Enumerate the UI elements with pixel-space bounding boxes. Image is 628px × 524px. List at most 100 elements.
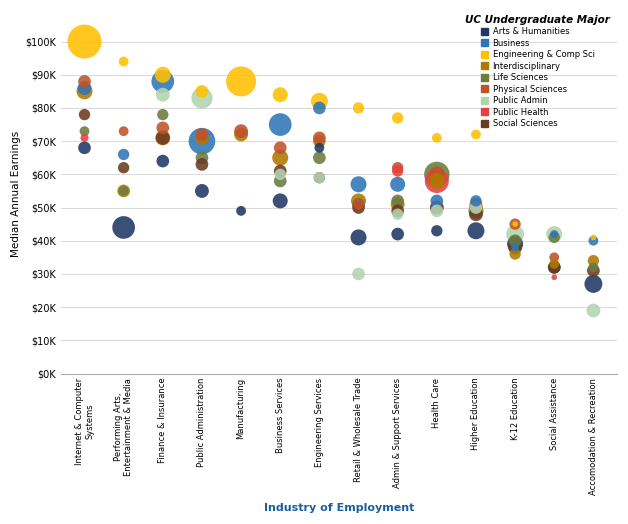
Point (432, 170, 442, 179)
Point (197, 87, 207, 95)
Point (588, 266, 598, 275)
Point (550, 230, 560, 238)
Point (119, 187, 129, 195)
Point (315, 137, 325, 145)
Point (471, 196, 481, 205)
Point (236, 77, 246, 85)
Point (392, 196, 403, 205)
Point (275, 154, 285, 162)
Point (80, 144, 90, 152)
Point (432, 170, 442, 179)
Point (80, 87, 90, 95)
Point (80, 127, 90, 135)
Point (315, 154, 325, 162)
Point (471, 130, 481, 139)
Point (158, 111, 168, 119)
X-axis label: Industry of Employment: Industry of Employment (264, 503, 414, 513)
Point (315, 97, 325, 105)
Point (197, 130, 207, 139)
Point (588, 256, 598, 265)
Point (158, 134, 168, 142)
Point (432, 206, 442, 215)
Point (80, 134, 90, 142)
Point (315, 144, 325, 152)
Point (315, 173, 325, 182)
Point (80, 111, 90, 119)
Point (510, 220, 520, 228)
Point (588, 236, 598, 245)
Point (197, 134, 207, 142)
Point (471, 203, 481, 212)
Point (550, 233, 560, 242)
Point (432, 196, 442, 205)
Point (354, 203, 364, 212)
Point (158, 71, 168, 79)
Point (158, 91, 168, 99)
Point (588, 233, 598, 242)
Point (354, 104, 364, 112)
Point (392, 114, 403, 122)
Point (158, 157, 168, 165)
Point (275, 121, 285, 129)
Point (315, 173, 325, 182)
Point (432, 134, 442, 142)
Point (471, 226, 481, 235)
Point (432, 177, 442, 185)
Point (275, 177, 285, 185)
Point (119, 223, 129, 232)
Point (354, 200, 364, 209)
Point (550, 263, 560, 271)
Point (588, 306, 598, 314)
Point (550, 253, 560, 261)
Point (432, 177, 442, 185)
Point (510, 240, 520, 248)
Point (197, 160, 207, 169)
Point (119, 127, 129, 135)
Point (510, 243, 520, 252)
Point (471, 206, 481, 215)
Point (275, 91, 285, 99)
Point (158, 124, 168, 132)
Point (197, 187, 207, 195)
Point (275, 167, 285, 175)
Point (197, 137, 207, 145)
Point (275, 196, 285, 205)
Point (197, 154, 207, 162)
Point (471, 200, 481, 209)
Point (275, 170, 285, 179)
Point (392, 200, 403, 209)
Point (236, 130, 246, 139)
Point (80, 37, 90, 46)
Point (315, 134, 325, 142)
Point (354, 233, 364, 242)
Point (392, 163, 403, 172)
Point (471, 210, 481, 219)
Point (471, 203, 481, 212)
Point (510, 220, 520, 228)
Point (510, 250, 520, 258)
Point (392, 206, 403, 215)
Point (80, 84, 90, 92)
Point (588, 263, 598, 271)
Point (588, 280, 598, 288)
Point (197, 94, 207, 102)
Point (119, 57, 129, 66)
Point (550, 273, 560, 281)
Point (550, 260, 560, 268)
Point (354, 200, 364, 209)
Point (354, 180, 364, 189)
Point (119, 150, 129, 159)
Point (550, 230, 560, 238)
Point (80, 77, 90, 85)
Point (236, 127, 246, 135)
Point (354, 196, 364, 205)
Point (236, 206, 246, 215)
Point (510, 230, 520, 238)
Point (392, 167, 403, 175)
Legend: Arts & Humanities, Business, Engineering & Comp Sci, Interdisciplinary, Life Sci: Arts & Humanities, Business, Engineering… (463, 12, 613, 130)
Point (275, 144, 285, 152)
Point (158, 77, 168, 85)
Point (550, 263, 560, 271)
Point (158, 134, 168, 142)
Point (315, 104, 325, 112)
